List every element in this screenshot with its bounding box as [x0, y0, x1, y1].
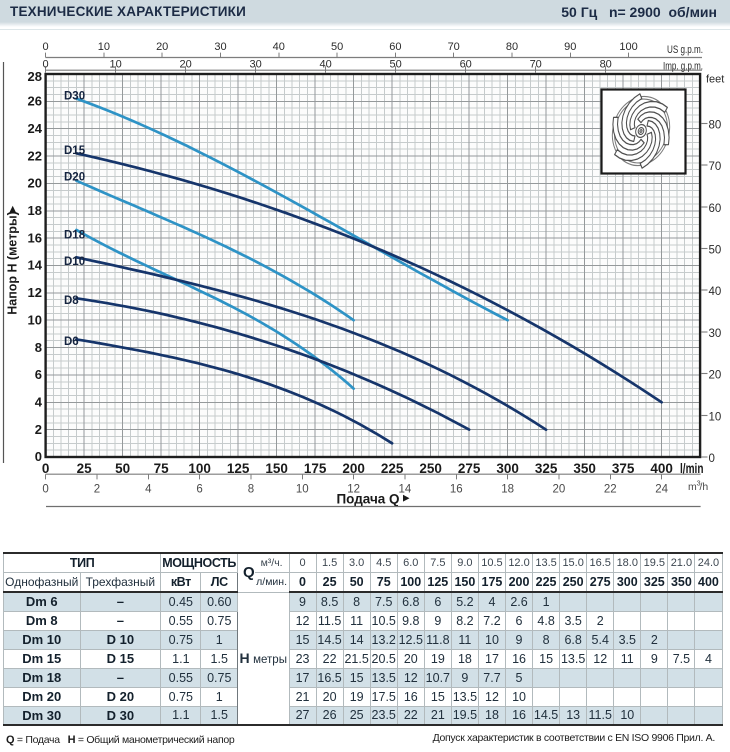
- svg-text:70: 70: [448, 41, 460, 53]
- svg-text:125: 125: [227, 461, 250, 476]
- svg-text:10: 10: [109, 59, 121, 71]
- svg-text:60: 60: [709, 203, 722, 215]
- svg-text:0: 0: [42, 484, 48, 496]
- svg-text:Напор H (метры): Напор H (метры): [6, 211, 20, 315]
- svg-text:m: m: [688, 481, 697, 493]
- svg-text:80: 80: [600, 59, 612, 71]
- svg-text:0: 0: [43, 41, 49, 53]
- svg-text:16: 16: [28, 230, 42, 245]
- svg-text:150: 150: [265, 461, 288, 476]
- svg-text:4: 4: [35, 395, 43, 410]
- svg-text:20: 20: [709, 370, 722, 382]
- svg-text:14: 14: [28, 258, 43, 273]
- svg-text:D18: D18: [64, 230, 86, 242]
- svg-text:60: 60: [460, 59, 472, 71]
- svg-text:325: 325: [535, 461, 558, 476]
- svg-text:12: 12: [28, 285, 42, 300]
- svg-text:400: 400: [650, 461, 673, 476]
- svg-text:D30: D30: [64, 91, 85, 103]
- svg-text:200: 200: [342, 461, 365, 476]
- svg-text:20: 20: [179, 59, 191, 71]
- svg-text:375: 375: [612, 461, 635, 476]
- svg-text:50: 50: [115, 461, 130, 476]
- svg-text:8: 8: [35, 340, 42, 355]
- svg-text:0: 0: [709, 453, 715, 465]
- svg-text:275: 275: [458, 461, 481, 476]
- svg-text:60: 60: [389, 41, 401, 53]
- svg-text:24: 24: [28, 121, 43, 136]
- svg-text:10: 10: [98, 41, 110, 53]
- svg-text:2: 2: [94, 484, 100, 496]
- svg-text:/h: /h: [700, 481, 709, 493]
- svg-text:6: 6: [35, 367, 42, 382]
- svg-text:8: 8: [248, 484, 254, 496]
- svg-text:18: 18: [501, 484, 514, 496]
- svg-text:6: 6: [196, 484, 202, 496]
- svg-text:28: 28: [28, 69, 42, 84]
- svg-text:80: 80: [506, 41, 518, 53]
- svg-text:D15: D15: [64, 145, 86, 157]
- svg-text:20: 20: [553, 484, 566, 496]
- svg-text:70: 70: [530, 59, 542, 71]
- svg-text:40: 40: [709, 286, 722, 298]
- svg-text:30: 30: [214, 41, 226, 53]
- svg-text:26: 26: [28, 94, 42, 109]
- svg-text:225: 225: [381, 461, 404, 476]
- svg-text:50: 50: [389, 59, 401, 71]
- svg-text:2: 2: [35, 422, 42, 437]
- svg-text:l/min: l/min: [680, 461, 704, 476]
- svg-text:D8: D8: [64, 295, 79, 307]
- svg-text:175: 175: [304, 461, 327, 476]
- svg-text:16: 16: [450, 484, 463, 496]
- svg-text:12: 12: [347, 484, 360, 496]
- svg-text:250: 250: [419, 461, 442, 476]
- svg-text:70: 70: [709, 161, 722, 173]
- svg-text:350: 350: [573, 461, 596, 476]
- svg-text:20: 20: [28, 176, 42, 191]
- svg-text:feet: feet: [706, 74, 724, 86]
- svg-text:300: 300: [496, 461, 519, 476]
- svg-text:0: 0: [35, 449, 42, 464]
- svg-text:100: 100: [188, 461, 211, 476]
- svg-text:100: 100: [619, 41, 637, 53]
- svg-text:14: 14: [399, 484, 412, 496]
- svg-text:20: 20: [156, 41, 168, 53]
- svg-text:D20: D20: [64, 172, 85, 184]
- svg-text:10: 10: [709, 412, 722, 424]
- svg-text:D10: D10: [64, 256, 85, 268]
- svg-text:50: 50: [709, 245, 722, 257]
- svg-text:80: 80: [709, 120, 722, 132]
- svg-text:90: 90: [564, 41, 576, 53]
- svg-text:0: 0: [42, 461, 50, 476]
- svg-text:US g.p.m.: US g.p.m.: [667, 44, 703, 56]
- svg-text:3: 3: [697, 479, 701, 488]
- svg-text:D6: D6: [64, 336, 79, 348]
- svg-text:22: 22: [28, 148, 42, 163]
- svg-text:25: 25: [77, 461, 93, 476]
- svg-text:0: 0: [43, 59, 49, 71]
- svg-text:22: 22: [604, 484, 617, 496]
- svg-text:50: 50: [331, 41, 343, 53]
- svg-text:10: 10: [28, 312, 42, 327]
- svg-text:40: 40: [319, 59, 331, 71]
- svg-text:Imp. g.p.m.: Imp. g.p.m.: [663, 61, 703, 73]
- svg-text:4: 4: [145, 484, 152, 496]
- svg-text:30: 30: [709, 328, 722, 340]
- svg-text:30: 30: [249, 59, 261, 71]
- svg-text:10: 10: [296, 484, 309, 496]
- svg-text:24: 24: [655, 484, 668, 496]
- svg-text:18: 18: [28, 203, 42, 218]
- svg-text:40: 40: [273, 41, 285, 53]
- svg-text:Подача Q: Подача Q: [336, 492, 399, 507]
- svg-text:75: 75: [154, 461, 170, 476]
